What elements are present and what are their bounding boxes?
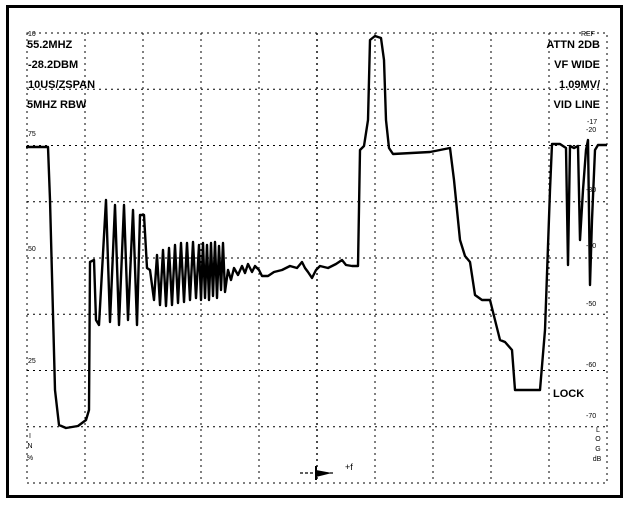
right-tick: -40 [586, 243, 597, 250]
right-tick: -70 [586, 413, 597, 420]
marker-arrow-icon [300, 466, 334, 480]
right-tick: -20 [586, 127, 597, 134]
right-unit-letter: G [595, 446, 601, 453]
left-unit-letter: N [27, 443, 33, 450]
right-tick: -30 [586, 187, 597, 194]
center-frequency-readout: 55.2MHZ [27, 39, 73, 51]
right-unit-letter: O [595, 436, 601, 443]
marker-label: +f [345, 462, 353, 472]
right-tick: -50 [586, 301, 597, 308]
left-tick-75: 75 [28, 131, 36, 138]
left-tick-25: 25 [28, 358, 36, 365]
video-trigger-readout: VID LINE [553, 99, 600, 111]
sweep-readout: 10US/ZSPAN [28, 79, 96, 91]
signal-trace [26, 34, 607, 430]
graticule [26, 32, 608, 484]
reference-level-readout: -28.2DBM [28, 59, 79, 71]
right-unit-letter: L [596, 427, 600, 434]
attenuation-readout: ATTN 2DB [546, 39, 600, 51]
left-unit-letter: I [29, 433, 31, 440]
reference-marker-label: REF [581, 31, 595, 38]
right-unit-letter: dB [592, 456, 602, 463]
scale-readout: 1.09MV/ [559, 79, 600, 91]
video-filter-readout: VF WIDE [554, 59, 600, 71]
graticule-border [26, 32, 608, 484]
lock-indicator: LOCK [553, 388, 585, 400]
left-tick-50: 50 [28, 246, 36, 253]
left-unit-letter: % [26, 455, 34, 462]
right-tick: -17 [587, 119, 598, 126]
rbw-readout: 5MHZ RBW [27, 99, 87, 111]
right-tick: -60 [586, 362, 597, 369]
left-scale-top: 10 [28, 31, 36, 38]
